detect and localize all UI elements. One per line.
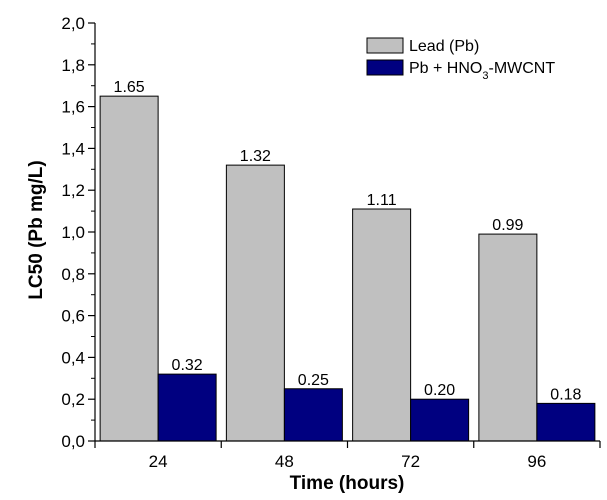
y-tick-label: 2,0: [61, 14, 85, 33]
legend-swatch-series2: [366, 59, 404, 76]
data-label-series1-96: 0.99: [492, 217, 523, 234]
data-label-series2-96: 0.18: [550, 386, 581, 403]
bars-layer: [99, 95, 596, 442]
data-label-series1-48: 1.32: [240, 148, 271, 165]
bar-series2-48: [283, 388, 343, 442]
y-tick-label: 1,2: [61, 181, 85, 200]
y-tick-label: 0,0: [61, 432, 85, 451]
y-tick-label: 0,4: [61, 348, 85, 367]
y-tick-label: 1,0: [61, 223, 85, 242]
x-tick-label-96: 96: [527, 452, 546, 471]
y-tick-label: 1,6: [61, 98, 85, 117]
bar-series2-72: [410, 398, 470, 442]
y-tick-label: 0,6: [61, 307, 85, 326]
data-label-series2-72: 0.20: [424, 382, 455, 399]
x-tick-label-72: 72: [401, 452, 420, 471]
y-tick-label: 0,8: [61, 265, 85, 284]
x-tick-label-24: 24: [149, 452, 168, 471]
data-label-series1-72: 1.11: [367, 192, 397, 209]
legend-label-series1: Lead (Pb): [409, 38, 479, 55]
y-tick-label: 0,2: [61, 390, 85, 409]
bar-series1-48: [225, 164, 285, 442]
legend: Lead (Pb) Pb + HNO3-MWCNT: [366, 37, 555, 82]
bar-series1-96: [478, 233, 538, 442]
bar-series2-24: [157, 373, 217, 442]
x-axis-title: Time (hours): [290, 473, 405, 494]
x-tick-label-48: 48: [275, 452, 294, 471]
axes-layer: 0,0 0,2 0,4 0,6 0,8 1,0 1,2 1,4 1,6 1,8 2,0 24 48 72 9…: [61, 14, 601, 471]
y-axis-title: LC50 (Pb mg/L): [26, 160, 47, 299]
legend-swatch-series1: [366, 37, 404, 54]
y-tick-label: 1,4: [61, 139, 85, 158]
bar-series1-72: [352, 208, 412, 442]
legend-label-series2: Pb + HNO3-MWCNT: [409, 60, 555, 82]
data-labels-layer: 1.65 0.32 1.32 0.25 1.11 0.20 0.99 0.18: [114, 79, 582, 403]
data-label-series1-24: 1.65: [114, 79, 145, 96]
y-tick-label: 1,8: [61, 56, 85, 75]
bar-series1-24: [99, 95, 159, 442]
data-label-series2-48: 0.25: [298, 372, 329, 389]
data-label-series2-24: 0.32: [172, 357, 203, 374]
bar-series2-96: [536, 402, 596, 442]
